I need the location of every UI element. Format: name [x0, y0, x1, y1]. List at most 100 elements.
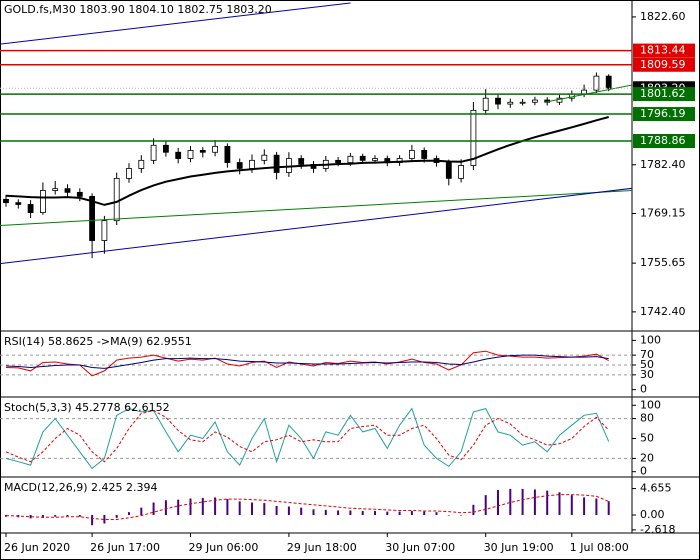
indicator-line [5, 407, 610, 470]
y-tick-label: 1755.65 [640, 256, 686, 269]
histogram-bar [91, 515, 94, 526]
y-tick-label: 50 [640, 431, 654, 444]
candle-body [261, 154, 268, 161]
candle-body [470, 109, 477, 166]
histogram-bar [238, 501, 241, 516]
histogram-bar [447, 515, 450, 516]
candle-body [175, 151, 182, 159]
histogram-bar [583, 497, 586, 516]
level-label: 1788.86 [640, 134, 686, 147]
histogram-bar [546, 490, 549, 516]
histogram-bar [386, 511, 389, 516]
candle-body [372, 158, 378, 161]
candle-body [593, 75, 600, 91]
trend-line [0, 187, 632, 265]
histogram-bar [312, 509, 315, 516]
histogram-bar [324, 509, 327, 516]
histogram-bar [128, 512, 130, 516]
y-tick-label: 70 [640, 348, 654, 361]
histogram-bar [29, 515, 32, 519]
histogram-bar [78, 515, 81, 517]
candle-body [224, 145, 231, 163]
histogram-bar [214, 497, 217, 516]
candle-body [421, 150, 428, 159]
y-tick-label: 1782.40 [640, 158, 686, 171]
histogram-bar [103, 515, 106, 524]
candle-body [408, 150, 415, 159]
candle-body [76, 191, 83, 197]
candle-body [605, 75, 612, 89]
y-tick-label: -2.618 [640, 523, 675, 536]
histogram-bar [189, 498, 192, 516]
y-tick-label: 80 [640, 412, 654, 425]
candle-body [138, 159, 145, 169]
level-tag [633, 43, 695, 58]
candle-body [89, 195, 95, 241]
histogram-bar [177, 499, 180, 516]
moving-average [5, 116, 609, 206]
y-tick-label: 30 [640, 368, 654, 381]
candle-body [40, 190, 46, 213]
candle-body [162, 144, 169, 153]
histogram-bar [152, 502, 155, 516]
panel-title: MACD(12,26,9) 2.425 2.394 [4, 481, 158, 494]
candle-body [482, 97, 489, 111]
candle-body [519, 101, 526, 104]
histogram-bar [595, 498, 598, 516]
candle-body [212, 145, 219, 153]
y-tick-label: 4.655 [640, 482, 672, 495]
panel [0, 350, 632, 377]
panel [0, 2, 632, 265]
candle-body [126, 168, 132, 179]
histogram-bar [337, 510, 340, 516]
candle-body [236, 162, 243, 169]
x-tick-label: 29 Jun 06:00 [189, 541, 259, 554]
histogram-bar [54, 515, 57, 517]
candle-body [3, 198, 9, 204]
level-tag [633, 134, 695, 149]
y-tick-label: 100 [640, 333, 661, 346]
candle-body [52, 188, 59, 191]
candle-body [199, 150, 206, 153]
histogram-bar [410, 511, 413, 516]
histogram-bar [398, 511, 401, 516]
candle-body [298, 158, 305, 165]
x-tick-label: 26 Jun 2020 [4, 541, 70, 554]
histogram-bar [558, 492, 561, 516]
histogram-bar [201, 497, 204, 516]
candle-body [150, 144, 157, 161]
level-label: 1809.59 [640, 58, 686, 71]
y-tick-label: 20 [640, 451, 654, 464]
candle-body [507, 101, 514, 105]
indicator-line [5, 494, 609, 520]
y-tick-label: 0 [640, 383, 647, 396]
histogram-bar [164, 500, 167, 516]
histogram-bar [349, 510, 352, 516]
x-tick-label: 1 Jul 08:00 [570, 541, 629, 554]
level-label: 1813.44 [640, 44, 686, 57]
panel [0, 407, 632, 470]
y-tick-label: 1742.40 [640, 305, 686, 318]
y-tick-label: 0.00 [640, 508, 665, 521]
y-tick-label: 1822.60 [640, 10, 686, 23]
y-tick-label: 100 [640, 398, 661, 411]
level-tag [633, 87, 695, 102]
panel-title: GOLD.fs,M30 1803.90 1804.10 1802.75 1803… [4, 3, 272, 16]
candle-body [64, 188, 71, 193]
candle-body [445, 162, 452, 179]
candle-body [532, 99, 538, 103]
level-tag [633, 57, 695, 72]
candle-body [273, 154, 280, 173]
candle-body [113, 177, 120, 222]
candle-body [495, 97, 501, 105]
histogram-bar [509, 488, 512, 516]
histogram-bar [607, 501, 610, 516]
histogram-bar [423, 511, 426, 516]
histogram-bar [275, 505, 278, 516]
candle-body [15, 202, 22, 205]
histogram-bar [300, 507, 303, 516]
trend-line [0, 2, 351, 45]
candle-body [27, 204, 34, 213]
level-tag [633, 107, 695, 122]
